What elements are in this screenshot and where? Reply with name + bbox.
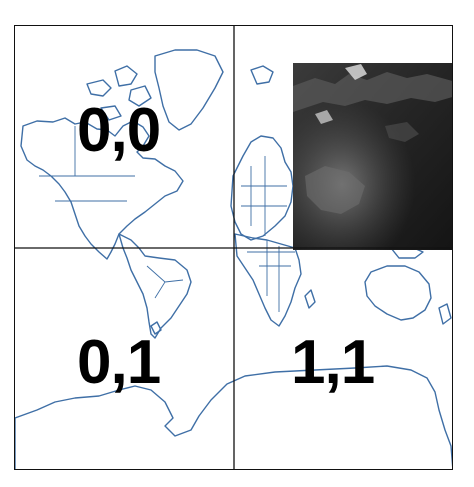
tile-grid — [15, 26, 452, 469]
tile-label-0-0: 0,0 — [77, 96, 161, 165]
tile-label-1-1: 1,1 — [291, 328, 375, 397]
africa-outline — [234, 233, 302, 327]
map-viewport[interactable]: 0,0 0,1 1,1 — [14, 25, 453, 470]
south-america-outline — [118, 233, 192, 339]
world-map — [15, 26, 452, 469]
tile-label-0-1: 0,1 — [77, 328, 161, 397]
antarctica-outline — [15, 321, 452, 469]
north-america-outline — [20, 49, 224, 260]
satellite-imagery-tile — [293, 63, 452, 250]
australia-outline — [304, 245, 452, 325]
europe-outline — [230, 65, 294, 241]
